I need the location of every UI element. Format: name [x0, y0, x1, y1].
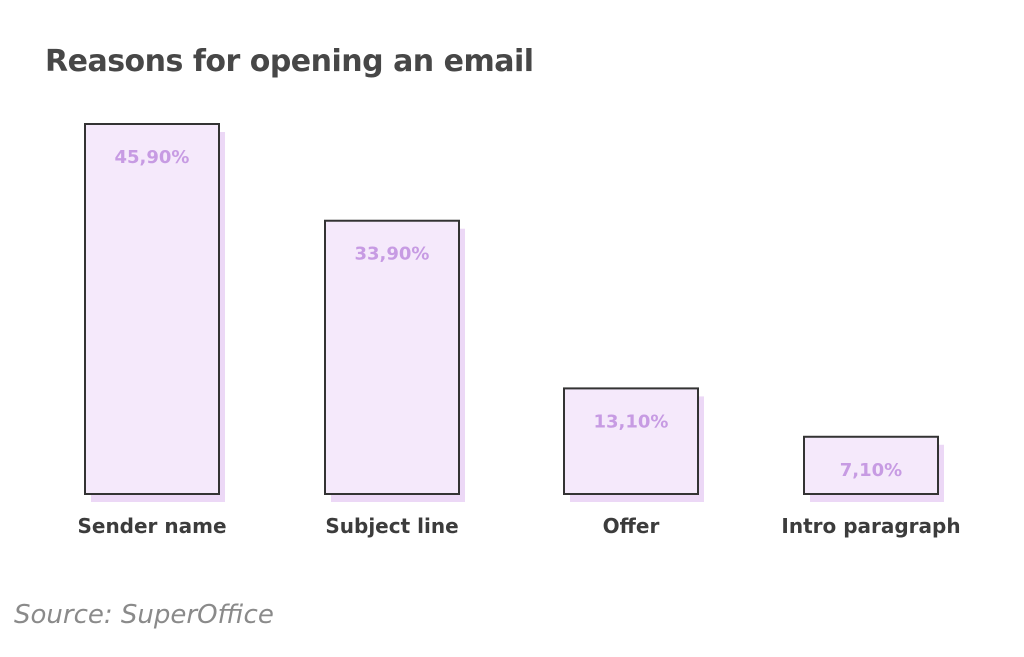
- bar: [563, 387, 699, 496]
- bar: [324, 219, 460, 495]
- category-label: Intro paragraph: [781, 514, 960, 538]
- source-note: Source: SuperOffice: [14, 600, 274, 630]
- bar-value-label: 7,10%: [840, 460, 902, 481]
- bar-value-label: 13,10%: [594, 411, 669, 432]
- bar-group: 33,90% Subject line: [324, 219, 465, 538]
- bar-group: 7,10% Intro paragraph: [781, 435, 961, 538]
- category-label: Sender name: [77, 514, 226, 538]
- category-label: Offer: [603, 514, 660, 538]
- bar-value-label: 33,90%: [355, 244, 430, 265]
- bar-group: 13,10% Offer: [563, 387, 704, 538]
- chart-title: Reasons for opening an email: [45, 44, 534, 79]
- bar-group: 45,90% Sender name: [77, 123, 227, 538]
- category-label: Subject line: [325, 514, 458, 538]
- bar: [803, 435, 939, 495]
- bar-value-label: 45,90%: [115, 147, 190, 168]
- bar: [84, 123, 220, 495]
